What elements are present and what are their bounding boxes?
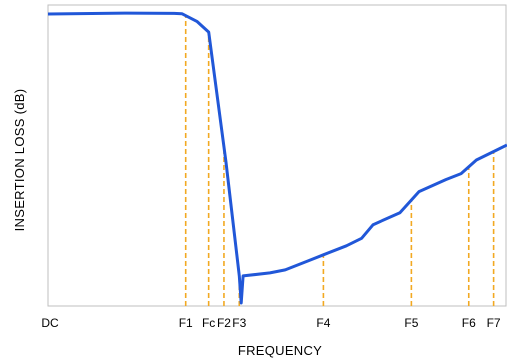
y-axis-title: INSERTION LOSS (dB) [12,89,27,232]
x-axis-title: FREQUENCY [238,343,322,358]
x-tick-label-f1: F1 [179,316,193,330]
x-tick-label-f6: F6 [462,316,476,330]
x-tick-label-f4: F4 [316,316,330,330]
x-tick-label-f2: F2 [217,316,231,330]
x-tick-label-fc: Fc [202,316,215,330]
x-tick-label-f7: F7 [487,316,501,330]
series-line-0 [47,11,507,305]
x-tick-labels: DC F1 Fc F2 F3 F4 F5 F6 F7 [41,316,501,330]
plot-area [47,4,507,307]
frequency-markers [184,15,495,306]
plot-border [47,4,507,307]
x-tick-label-f3: F3 [232,316,246,330]
x-tick-label-dc: DC [41,316,59,330]
series-layer [47,11,507,305]
x-tick-label-f5: F5 [404,316,418,330]
